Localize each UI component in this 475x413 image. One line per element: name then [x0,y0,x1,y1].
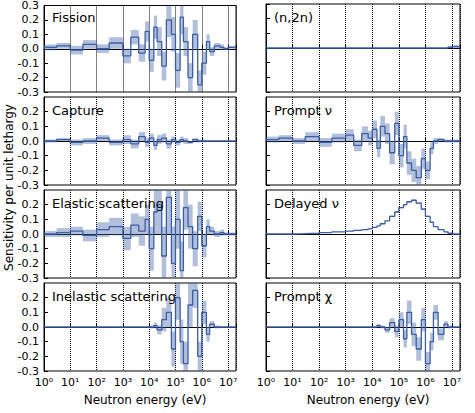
svg-text:-0.2: -0.2 [18,257,39,270]
svg-text:10⁴: 10⁴ [140,376,159,389]
svg-text:10⁴: 10⁴ [363,376,382,389]
svg-text:Prompt χ: Prompt χ [274,289,333,304]
svg-text:Inelastic scattering: Inelastic scattering [52,289,176,304]
svg-text:(n,2n): (n,2n) [274,10,313,25]
svg-text:0.1: 0.1 [22,213,40,226]
svg-text:0.1: 0.1 [22,120,40,133]
svg-text:-0.1: -0.1 [18,242,39,255]
svg-text:0.1: 0.1 [22,28,40,41]
svg-text:-0.2: -0.2 [18,350,39,363]
svg-text:-0.2: -0.2 [18,164,39,177]
svg-text:Neutron energy (eV): Neutron energy (eV) [84,393,207,407]
svg-text:-0.2: -0.2 [18,71,39,84]
svg-text:10³: 10³ [337,376,355,389]
svg-text:0.2: 0.2 [22,105,40,118]
svg-text:Fission: Fission [52,10,96,25]
svg-text:0.0: 0.0 [22,321,40,334]
svg-text:-0.1: -0.1 [18,335,39,348]
svg-text:10⁷: 10⁷ [219,376,237,389]
svg-text:Capture: Capture [52,103,104,118]
svg-text:0.0: 0.0 [22,135,40,148]
svg-text:Neutron energy (eV): Neutron energy (eV) [307,393,430,407]
svg-text:0.1: 0.1 [22,306,40,319]
svg-text:Delayed ν: Delayed ν [274,196,339,211]
svg-text:0.2: 0.2 [22,291,40,304]
svg-text:10¹: 10¹ [283,376,301,389]
svg-text:-0.1: -0.1 [18,57,39,70]
svg-text:10³: 10³ [114,376,132,389]
svg-text:0.3: 0.3 [22,0,40,12]
svg-text:-0.3: -0.3 [18,272,39,285]
svg-text:Prompt ν: Prompt ν [274,103,332,118]
svg-text:10⁶: 10⁶ [193,376,212,389]
svg-text:Sensitivity per unit lethargy: Sensitivity per unit lethargy [2,104,16,271]
svg-text:10²: 10² [87,376,105,389]
svg-text:-0.3: -0.3 [18,86,39,99]
svg-text:-0.3: -0.3 [17,364,39,378]
svg-text:10¹: 10¹ [61,376,79,389]
svg-text:-0.3: -0.3 [18,179,39,192]
svg-text:0.0: 0.0 [22,42,40,55]
svg-text:10⁵: 10⁵ [390,376,408,389]
svg-text:10⁷: 10⁷ [443,376,461,389]
svg-text:-0.1: -0.1 [18,149,39,162]
svg-text:10⁵: 10⁵ [166,376,184,389]
svg-text:10⁰: 10⁰ [257,376,276,389]
svg-text:10⁰: 10⁰ [35,376,54,389]
svg-text:10⁶: 10⁶ [416,376,435,389]
svg-text:0.2: 0.2 [22,13,40,26]
svg-text:10²: 10² [310,376,328,389]
svg-text:Elastic scattering: Elastic scattering [52,196,164,211]
svg-text:0.0: 0.0 [22,228,40,241]
svg-text:0.2: 0.2 [22,198,40,211]
